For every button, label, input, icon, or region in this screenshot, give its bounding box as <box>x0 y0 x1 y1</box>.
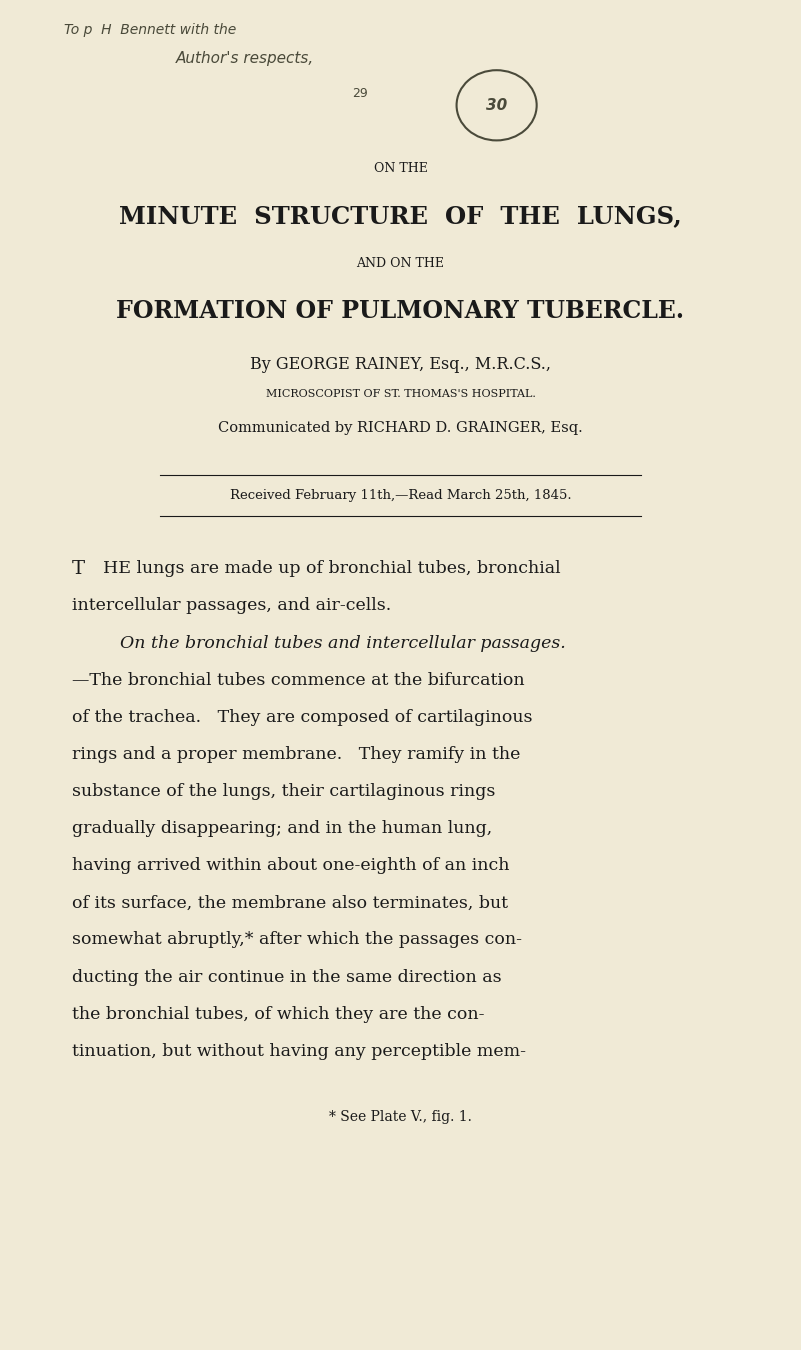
Text: MICROSCOPIST OF ST. THOMAS'S HOSPITAL.: MICROSCOPIST OF ST. THOMAS'S HOSPITAL. <box>266 389 535 400</box>
Text: T: T <box>72 560 85 578</box>
Text: Received February 11th,—Read March 25th, 1845.: Received February 11th,—Read March 25th,… <box>230 489 571 502</box>
Text: ON THE: ON THE <box>373 162 428 176</box>
Text: By GEORGE RAINEY, Esq., M.R.C.S.,: By GEORGE RAINEY, Esq., M.R.C.S., <box>250 356 551 373</box>
Text: MINUTE  STRUCTURE  OF  THE  LUNGS,: MINUTE STRUCTURE OF THE LUNGS, <box>119 204 682 228</box>
Text: tinuation, but without having any perceptible mem-: tinuation, but without having any percep… <box>72 1044 526 1060</box>
Text: substance of the lungs, their cartilaginous rings: substance of the lungs, their cartilagin… <box>72 783 496 801</box>
Text: gradually disappearing; and in the human lung,: gradually disappearing; and in the human… <box>72 821 493 837</box>
Text: intercellular passages, and air-cells.: intercellular passages, and air-cells. <box>72 597 392 614</box>
Text: ducting the air continue in the same direction as: ducting the air continue in the same dir… <box>72 969 501 986</box>
Text: On the bronchial tubes and intercellular passages.: On the bronchial tubes and intercellular… <box>120 634 566 652</box>
Text: —The bronchial tubes commence at the bifurcation: —The bronchial tubes commence at the bif… <box>72 672 525 688</box>
Text: Author's respects,: Author's respects, <box>176 51 315 66</box>
Text: rings and a proper membrane.   They ramify in the: rings and a proper membrane. They ramify… <box>72 747 521 763</box>
Text: of the trachea.   They are composed of cartilaginous: of the trachea. They are composed of car… <box>72 709 533 726</box>
Text: AND ON THE: AND ON THE <box>356 256 445 270</box>
Text: HE lungs are made up of bronchial tubes, bronchial: HE lungs are made up of bronchial tubes,… <box>103 560 560 578</box>
Text: having arrived within about one-eighth of an inch: having arrived within about one-eighth o… <box>72 857 509 875</box>
Text: 30: 30 <box>486 97 507 113</box>
Text: somewhat abruptly,* after which the passages con-: somewhat abruptly,* after which the pass… <box>72 931 522 949</box>
Text: the bronchial tubes, of which they are the con-: the bronchial tubes, of which they are t… <box>72 1006 485 1023</box>
Text: FORMATION OF PULMONARY TUBERCLE.: FORMATION OF PULMONARY TUBERCLE. <box>116 298 685 323</box>
Text: To p  H  Bennett with the: To p H Bennett with the <box>64 23 236 36</box>
Text: Communicated by RICHARD D. GRAINGER, Esq.: Communicated by RICHARD D. GRAINGER, Esq… <box>218 421 583 435</box>
Text: 29: 29 <box>352 88 368 100</box>
Text: * See Plate V., fig. 1.: * See Plate V., fig. 1. <box>329 1110 472 1123</box>
Text: of its surface, the membrane also terminates, but: of its surface, the membrane also termin… <box>72 895 508 911</box>
